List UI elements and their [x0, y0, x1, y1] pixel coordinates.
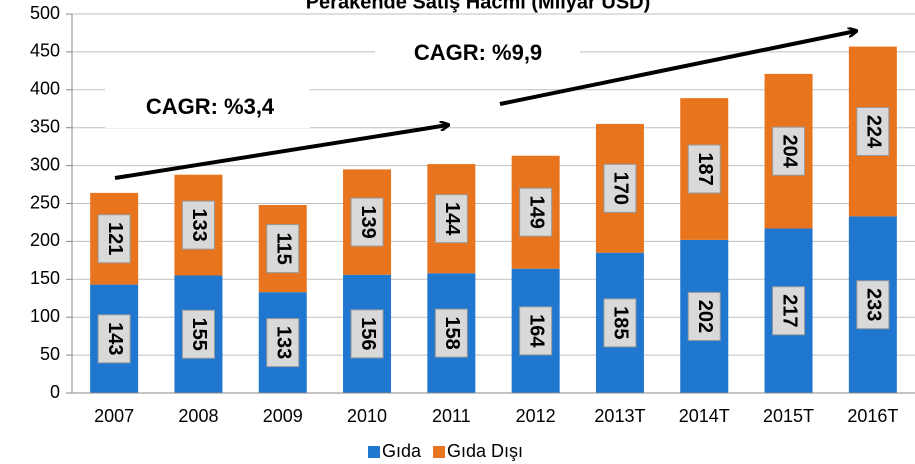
- label-box: [519, 187, 553, 237]
- chart-title: Perakende Satış Hacmi (Milyar USD): [306, 0, 651, 13]
- y-tick-label: 200: [30, 230, 60, 250]
- data-label: 164: [525, 314, 547, 348]
- y-tick-label: 500: [30, 3, 60, 23]
- label-box: [97, 314, 131, 364]
- label-box: [856, 280, 890, 330]
- data-label: 115: [272, 232, 294, 264]
- x-tick-label: 2010: [347, 406, 387, 426]
- data-label: 155: [188, 318, 210, 351]
- label-box: [350, 309, 384, 359]
- x-tick-label: 2008: [178, 406, 218, 426]
- x-tick-label: 2007: [94, 406, 134, 426]
- data-label: 144: [441, 202, 463, 236]
- data-label: 217: [778, 294, 800, 327]
- label-box: [603, 163, 637, 213]
- label-box: [434, 308, 468, 358]
- label-box: [687, 144, 721, 194]
- legend-label: Gıda Dışı: [447, 441, 523, 461]
- data-label: 158: [441, 316, 463, 349]
- y-tick-label: 0: [50, 382, 60, 402]
- label-box: [97, 214, 131, 264]
- data-label: 121: [104, 222, 126, 255]
- data-label: 185: [610, 306, 632, 339]
- x-tick-label: 2015T: [763, 406, 814, 426]
- data-label: 233: [863, 288, 885, 321]
- data-label: 139: [357, 205, 379, 238]
- data-label: 204: [778, 135, 800, 169]
- data-label: 133: [188, 208, 210, 241]
- label-box: [434, 194, 468, 244]
- label-box: [687, 291, 721, 341]
- y-tick-label: 450: [30, 41, 60, 61]
- data-label: 170: [610, 172, 632, 205]
- x-tick-label: 2016T: [847, 406, 898, 426]
- x-tick-label: 2011: [432, 406, 471, 426]
- trend-arrow: [114, 125, 448, 180]
- label-box: [266, 224, 300, 274]
- data-label: 143: [104, 322, 126, 355]
- label-box: [772, 126, 806, 176]
- legend-swatch: [433, 446, 446, 458]
- label-box: [266, 318, 300, 368]
- x-tick-label: 2009: [263, 406, 303, 426]
- annotation-bg: [105, 88, 310, 128]
- data-label: 149: [525, 196, 547, 229]
- label-box: [603, 298, 637, 348]
- y-tick-label: 300: [30, 154, 60, 174]
- y-tick-label: 50: [40, 344, 60, 364]
- x-tick-label: 2013T: [594, 406, 645, 426]
- annotation: CAGR: %3,4: [146, 94, 275, 119]
- data-label: 202: [694, 300, 716, 333]
- label-box: [519, 306, 553, 356]
- x-tick-label: 2014T: [679, 406, 730, 426]
- legend-label: Gıda: [382, 441, 422, 461]
- label-box: [181, 200, 215, 250]
- y-tick-label: 100: [30, 306, 60, 326]
- label-box: [181, 309, 215, 359]
- label-box: [772, 286, 806, 336]
- x-tick-label: 2012: [516, 406, 556, 426]
- data-label: 133: [272, 326, 294, 359]
- data-label: 187: [694, 152, 716, 185]
- legend-swatch: [368, 446, 380, 458]
- label-box: [350, 197, 384, 247]
- y-tick-label: 150: [30, 268, 60, 288]
- label-box: [856, 106, 890, 156]
- y-tick-label: 400: [30, 79, 60, 99]
- annotation: CAGR: %9,9: [414, 40, 542, 65]
- y-tick-label: 250: [30, 192, 60, 212]
- data-label: 224: [863, 115, 885, 149]
- data-label: 156: [357, 317, 379, 350]
- y-tick-label: 350: [30, 116, 60, 136]
- trend-arrow: [499, 31, 856, 106]
- annotation-bg: [375, 34, 580, 74]
